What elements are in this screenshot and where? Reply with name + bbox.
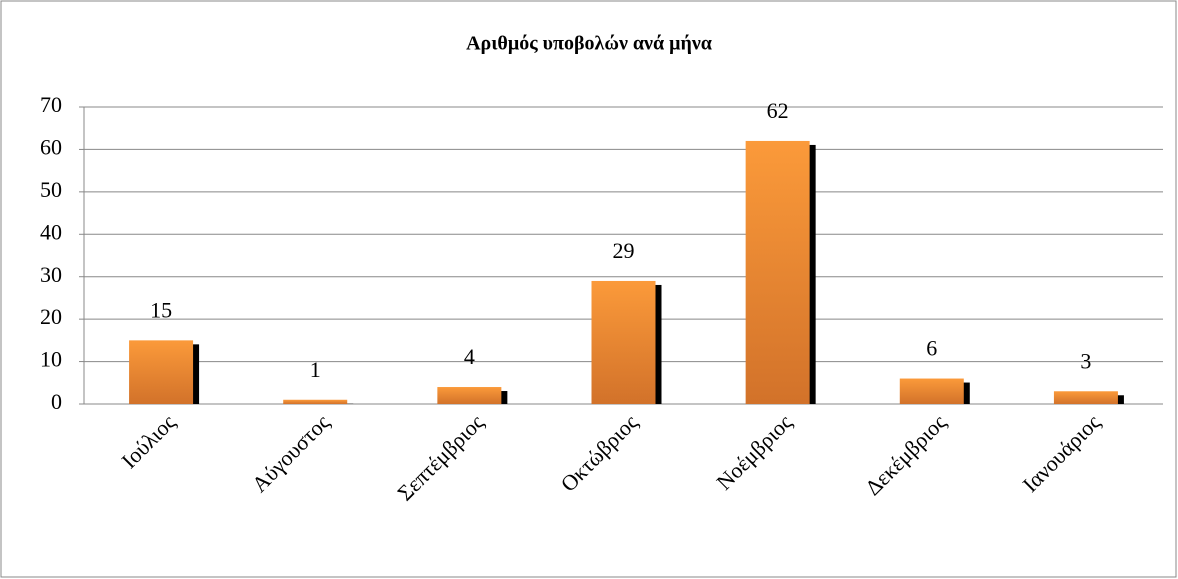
bar: [1053, 391, 1118, 404]
y-tick-label: 0: [51, 389, 62, 414]
data-label: 4: [464, 344, 475, 369]
y-tick-label: 60: [40, 134, 62, 159]
bar: [283, 399, 348, 404]
y-tick-label: 50: [40, 177, 62, 202]
data-label: 6: [926, 336, 937, 361]
y-tick-label: 10: [40, 347, 62, 372]
y-tick-label: 20: [40, 304, 62, 329]
y-tick-label: 30: [40, 262, 62, 287]
y-tick-label: 70: [40, 92, 62, 117]
bar: [899, 378, 964, 404]
chart-title: Αριθμός υποβολών ανά μήνα: [466, 33, 712, 55]
bar: [745, 140, 810, 404]
data-label: 1: [310, 357, 321, 382]
bar: [437, 387, 502, 404]
data-label: 62: [767, 98, 789, 123]
data-label: 3: [1080, 348, 1091, 373]
data-label: 15: [150, 297, 172, 322]
bar: [129, 340, 194, 404]
data-label: 29: [613, 238, 635, 263]
bar: [591, 280, 656, 404]
y-tick-label: 40: [40, 219, 62, 244]
